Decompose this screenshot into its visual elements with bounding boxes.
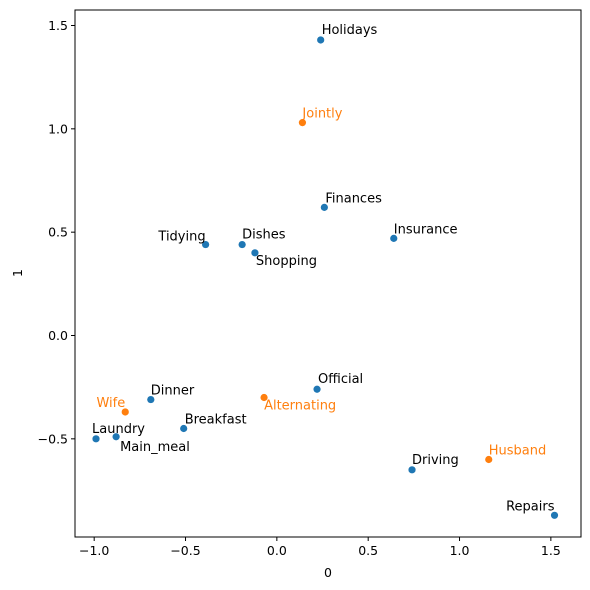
rows-point — [112, 433, 120, 441]
x-axis-label: 0 — [324, 565, 332, 580]
rows-point-label: Repairs — [506, 499, 555, 514]
y-axis-label: 1 — [10, 269, 25, 277]
y-tick-label: 1.5 — [48, 18, 68, 33]
rows-point-label: Finances — [325, 191, 382, 206]
columns-point — [485, 455, 493, 464]
rows-point — [202, 240, 210, 249]
rows-point-label: Tidying — [157, 230, 205, 245]
rows-point-label: Official — [318, 372, 363, 387]
rows-point — [238, 240, 246, 249]
x-tick-label: −0.5 — [170, 543, 200, 558]
columns-point-label: Jointly — [301, 107, 342, 122]
columns-point — [298, 119, 307, 127]
x-tick-label: 1.0 — [450, 543, 470, 558]
columns-point-label: Wife — [96, 396, 125, 411]
rows-point-label: Breakfast — [185, 413, 247, 428]
y-axis-ticks: −0.5 0.0 0.5 1.0 1.5 — [38, 18, 75, 446]
rows-point — [92, 435, 100, 443]
rows-point — [180, 424, 188, 433]
plot-frame — [74, 9, 582, 538]
x-tick-label: 0.5 — [358, 543, 378, 558]
rows-point — [251, 249, 259, 257]
columns-point — [121, 408, 129, 416]
y-tick-label: −0.5 — [38, 431, 68, 446]
chart-marks — [92, 36, 559, 519]
rows-point-label: Dinner — [151, 384, 195, 399]
y-tick-label: 0.5 — [48, 225, 68, 240]
rows-point-label: Holidays — [322, 23, 378, 38]
rows-point-label: Main_meal — [120, 440, 190, 455]
rows-point — [313, 385, 321, 393]
x-axis-ticks: −1.0 −0.5 0.0 0.5 1.0 1.5 — [79, 537, 561, 558]
rows-point — [320, 203, 328, 211]
columns-point-label: Husband — [489, 444, 547, 459]
y-tick-label: 0.0 — [48, 328, 68, 343]
columns-point-label: Alternating — [264, 399, 336, 414]
rows-point — [408, 466, 416, 474]
rows-point-label: Insurance — [394, 222, 458, 237]
rows-point — [147, 395, 155, 404]
y-tick-label: 1.0 — [48, 121, 68, 136]
rows-point — [550, 511, 559, 519]
chart-point-labels: Laundry Main_meal Dinner Breakfast Tidying Di… — [92, 23, 555, 514]
x-tick-label: 0.0 — [267, 543, 287, 558]
columns-point — [260, 393, 268, 402]
rows-point-label: Driving — [412, 453, 459, 468]
rows-point — [390, 234, 398, 242]
rows-point — [317, 36, 325, 44]
rows-point-label: Dishes — [242, 228, 286, 243]
x-tick-label: −1.0 — [79, 543, 109, 558]
x-tick-label: 1.5 — [541, 543, 561, 558]
rows-point-label: Laundry — [92, 422, 145, 437]
rows-point-label: Shopping — [256, 254, 317, 269]
